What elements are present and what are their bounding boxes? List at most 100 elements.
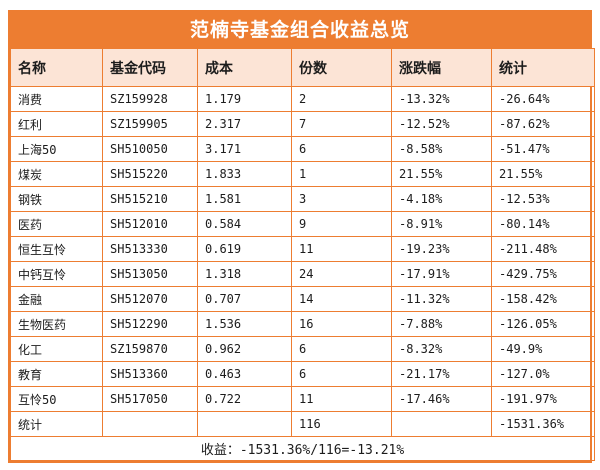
cell: -51.47% — [491, 136, 595, 162]
cell: -80.14% — [491, 211, 595, 237]
row-name-cell: 消费 — [10, 86, 103, 112]
cell: -13.32% — [391, 86, 492, 112]
summary-cell: 116 — [291, 411, 392, 437]
cell: 6 — [291, 336, 392, 362]
cell: SH515210 — [102, 186, 198, 212]
row-name-cell: 煤炭 — [10, 161, 103, 187]
cell: SH512010 — [102, 211, 198, 237]
row-name-cell: 中钙互怜 — [10, 261, 103, 287]
cell: 0.619 — [197, 236, 292, 262]
cell: -19.23% — [391, 236, 492, 262]
summary-cell: 统计 — [10, 411, 103, 437]
column-header: 名称 — [10, 48, 103, 87]
cell: 11 — [291, 236, 392, 262]
table-row: 教育 SH513360 0.463 6 -21.17% -127.0% — [10, 361, 595, 387]
table-row: 红利 SZ159905 2.317 7 -12.52% -87.62% — [10, 111, 595, 137]
cell: SH512290 — [102, 311, 198, 337]
cell: 1.318 — [197, 261, 292, 287]
summary-cell: -1531.36% — [491, 411, 595, 437]
cell: -8.91% — [391, 211, 492, 237]
cell: 3 — [291, 186, 392, 212]
cell: -17.91% — [391, 261, 492, 287]
cell: 16 — [291, 311, 392, 337]
cell: 1.179 — [197, 86, 292, 112]
total-return-formula: 收益：-1531.36%/116=-13.21% — [10, 436, 595, 461]
cell: 0.584 — [197, 211, 292, 237]
cell: -17.46% — [391, 386, 492, 412]
cell: SH513360 — [102, 361, 198, 387]
column-header: 涨跌幅 — [391, 48, 492, 87]
cell: -12.53% — [491, 186, 595, 212]
table-row: 医药 SH512010 0.584 9 -8.91% -80.14% — [10, 211, 595, 237]
cell: SH510050 — [102, 136, 198, 162]
cell: 9 — [291, 211, 392, 237]
row-name-cell: 金融 — [10, 286, 103, 312]
cell: -12.52% — [391, 111, 492, 137]
cell: SZ159870 — [102, 336, 198, 362]
cell: 0.962 — [197, 336, 292, 362]
cell: 1 — [291, 161, 392, 187]
cell: 14 — [291, 286, 392, 312]
row-name-cell: 恒生互怜 — [10, 236, 103, 262]
cell: 0.707 — [197, 286, 292, 312]
table-row: 钢铁 SH515210 1.581 3 -4.18% -12.53% — [10, 186, 595, 212]
row-name-cell: 化工 — [10, 336, 103, 362]
row-name-cell: 互怜50 — [10, 386, 103, 412]
summary-cell — [197, 411, 292, 437]
cell: -429.75% — [491, 261, 595, 287]
table-title: 范楠寺基金组合收益总览 — [10, 12, 590, 48]
cell: SH513050 — [102, 261, 198, 287]
cell: 3.171 — [197, 136, 292, 162]
cell: 7 — [291, 111, 392, 137]
cell: 1.581 — [197, 186, 292, 212]
header-row: 名称 基金代码 成本 份数 涨跌幅 统计 — [10, 48, 595, 87]
cell: 2 — [291, 86, 392, 112]
cell: -8.58% — [391, 136, 492, 162]
fund-table: 名称 基金代码 成本 份数 涨跌幅 统计 消费 SZ159928 1.179 2 -13.32% -… — [10, 48, 595, 461]
cell: -87.62% — [491, 111, 595, 137]
cell: 6 — [291, 136, 392, 162]
table-row: 恒生互怜 SH513330 0.619 11 -19.23% -211.48% — [10, 236, 595, 262]
cell: -7.88% — [391, 311, 492, 337]
column-header: 份数 — [291, 48, 392, 87]
summary-cell — [102, 411, 198, 437]
row-name-cell: 钢铁 — [10, 186, 103, 212]
cell: SZ159905 — [102, 111, 198, 137]
cell: -191.97% — [491, 386, 595, 412]
column-header: 统计 — [491, 48, 595, 87]
cell: 24 — [291, 261, 392, 287]
table-row: 中钙互怜 SH513050 1.318 24 -17.91% -429.75% — [10, 261, 595, 287]
row-name-cell: 上海50 — [10, 136, 103, 162]
cell: 2.317 — [197, 111, 292, 137]
cell: -158.42% — [491, 286, 595, 312]
cell: -4.18% — [391, 186, 492, 212]
cell: -21.17% — [391, 361, 492, 387]
cell: SH512070 — [102, 286, 198, 312]
fund-overview-table: 范楠寺基金组合收益总览 名称 基金代码 成本 份数 涨跌幅 统计 消费 SZ159928 1.… — [8, 10, 595, 463]
row-name-cell: 医药 — [10, 211, 103, 237]
cell: 21.55% — [391, 161, 492, 187]
column-header: 成本 — [197, 48, 292, 87]
cell: -126.05% — [491, 311, 595, 337]
cell: 21.55% — [491, 161, 595, 187]
table-row: 生物医药 SH512290 1.536 16 -7.88% -126.05% — [10, 311, 595, 337]
cell: 1.833 — [197, 161, 292, 187]
cell: -26.64% — [491, 86, 595, 112]
table-row: 互怜50 SH517050 0.722 11 -17.46% -191.97% — [10, 386, 595, 412]
table-row: 化工 SZ159870 0.962 6 -8.32% -49.9% — [10, 336, 595, 362]
row-name-cell: 红利 — [10, 111, 103, 137]
cell: 6 — [291, 361, 392, 387]
table-row: 上海50 SH510050 3.171 6 -8.58% -51.47% — [10, 136, 595, 162]
cell: -127.0% — [491, 361, 595, 387]
cell: 0.722 — [197, 386, 292, 412]
column-header: 基金代码 — [102, 48, 198, 87]
summary-cell — [391, 411, 492, 437]
cell: 0.463 — [197, 361, 292, 387]
cell: 1.536 — [197, 311, 292, 337]
row-name-cell: 教育 — [10, 361, 103, 387]
cell: -11.32% — [391, 286, 492, 312]
cell: -8.32% — [391, 336, 492, 362]
cell: SH513330 — [102, 236, 198, 262]
summary-row: 统计 116 -1531.36% — [10, 411, 595, 437]
cell: SH517050 — [102, 386, 198, 412]
